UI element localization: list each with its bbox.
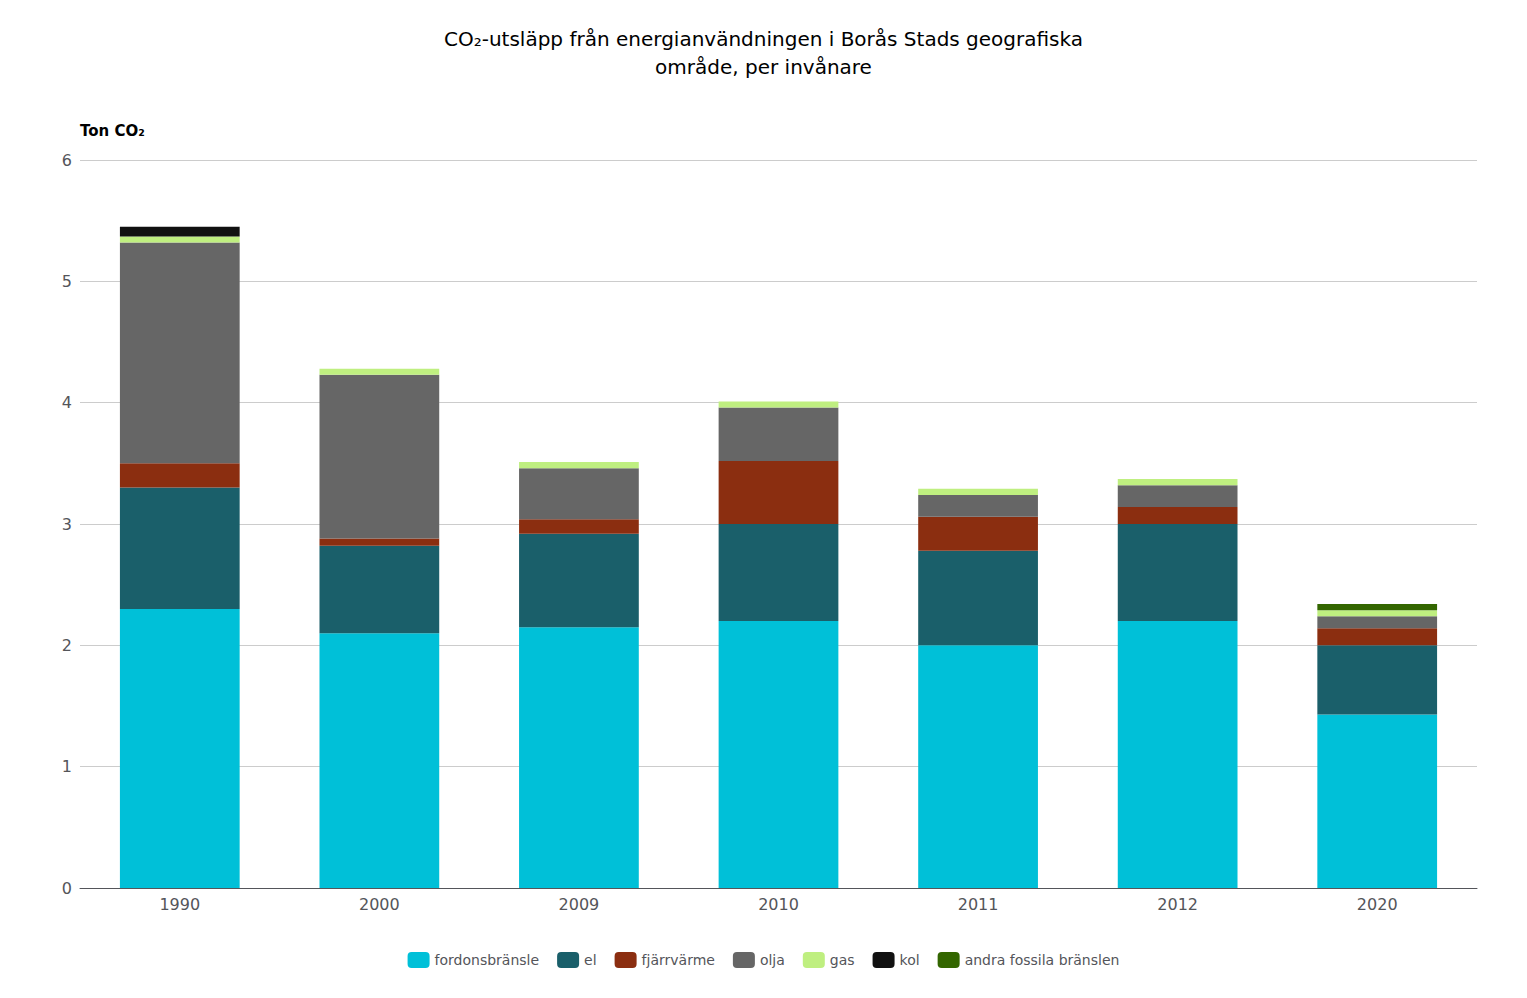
svg-text:3: 3 [62,515,72,534]
svg-text:4: 4 [62,393,72,412]
svg-text:Ton CO₂: Ton CO₂ [80,122,145,140]
svg-text:0: 0 [62,879,72,898]
svg-text:2011: 2011 [958,895,999,914]
svg-text:1990: 1990 [159,895,200,914]
svg-text:2010: 2010 [758,895,799,914]
svg-text:kol: kol [900,952,920,968]
svg-text:område, per invånare: område, per invånare [655,55,872,79]
svg-text:andra fossila bränslen: andra fossila bränslen [965,952,1120,968]
svg-text:2: 2 [62,636,72,655]
svg-text:5: 5 [62,272,72,291]
svg-text:fordonsbränsle: fordonsbränsle [435,952,540,968]
svg-text:1: 1 [62,757,72,776]
svg-text:2020: 2020 [1357,895,1398,914]
svg-text:fjärrvärme: fjärrvärme [642,952,715,968]
svg-text:2009: 2009 [559,895,600,914]
svg-text:2012: 2012 [1157,895,1198,914]
svg-text:6: 6 [62,151,72,170]
svg-text:el: el [584,952,597,968]
svg-text:olja: olja [760,952,785,968]
svg-text:2000: 2000 [359,895,400,914]
svg-text:CO₂-utsläpp från energianvändn: CO₂-utsläpp från energianvändningen i Bo… [444,27,1083,51]
svg-text:gas: gas [830,952,855,968]
